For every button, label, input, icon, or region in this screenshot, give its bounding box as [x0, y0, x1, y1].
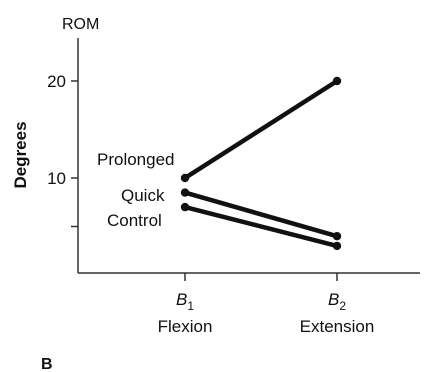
y-axis-label: Degrees: [11, 121, 30, 188]
x-category-label-flexion: Flexion: [158, 317, 213, 336]
data-point-prolonged-2: [333, 77, 341, 85]
data-point-control-2: [333, 242, 341, 250]
series-group: Prolonged Quick Control: [97, 77, 341, 250]
series-label-quick: Quick: [121, 186, 165, 205]
data-point-quick-1: [181, 188, 189, 196]
series-label-prolonged: Prolonged: [97, 150, 175, 169]
y-unit-label: ROM: [62, 16, 99, 33]
x-categories: B1 Flexion B2 Extension: [158, 273, 375, 336]
series-label-control: Control: [107, 211, 162, 230]
data-point-control-1: [181, 203, 189, 211]
x-category-symbol-1: B1: [176, 290, 194, 313]
x-category-symbol-2: B2: [328, 290, 346, 313]
y-tick-label-10: 10: [47, 169, 66, 188]
data-point-quick-2: [333, 232, 341, 240]
series-line-prolonged: [185, 81, 337, 178]
data-point-prolonged-1: [181, 174, 189, 182]
x-category-label-extension: Extension: [300, 317, 375, 336]
panel-label: B: [41, 356, 53, 372]
y-ticks: 10 20: [47, 72, 78, 227]
y-tick-label-20: 20: [47, 72, 66, 91]
